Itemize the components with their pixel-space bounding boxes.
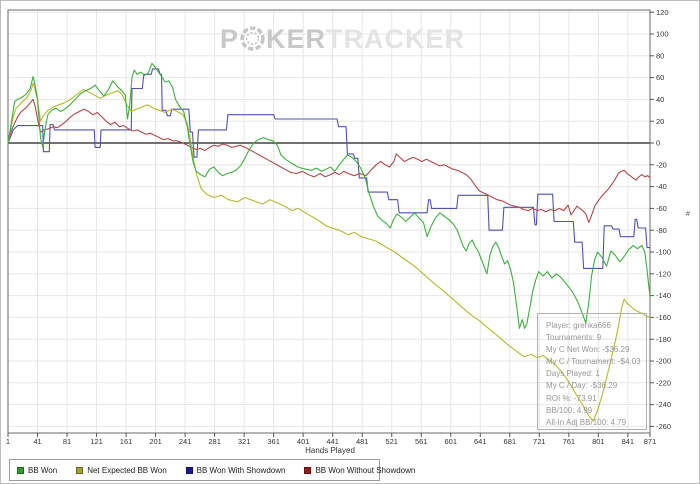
x-tick-label: 871 xyxy=(644,437,657,446)
y-tick-label: 60 xyxy=(656,73,664,82)
x-tick-label: 241 xyxy=(179,437,192,446)
y-tick-label: -140 xyxy=(656,291,671,300)
x-tick-label: 761 xyxy=(563,437,576,446)
legend-label: Net Expected BB Won xyxy=(87,465,167,475)
legend-item: BB Won Without Showdown xyxy=(304,466,415,475)
legend-swatch-icon xyxy=(185,466,193,474)
x-tick-label: 201 xyxy=(149,437,162,446)
plot-border xyxy=(7,9,651,434)
x-tick-label: 441 xyxy=(326,437,339,446)
y-tick-label: -40 xyxy=(656,182,667,191)
x-tick-label: 361 xyxy=(267,437,280,446)
y-tick-label: -120 xyxy=(656,269,671,278)
series-line-bb-won-without-showdown xyxy=(7,98,651,224)
legend-swatch-icon xyxy=(17,466,24,474)
y-tick-label: 20 xyxy=(656,117,664,126)
y-tick-label: 80 xyxy=(656,51,664,60)
series-line-bb-won xyxy=(7,62,651,329)
y-tick-label: -100 xyxy=(656,248,671,257)
series-line-bb-won-with-showdown xyxy=(7,68,651,269)
y-tick-label: -80 xyxy=(656,226,667,235)
y-tick-label: -180 xyxy=(656,335,671,344)
y-tick-label: 100 xyxy=(656,30,669,39)
y-axis-title: # xyxy=(686,211,690,218)
x-tick-label: 721 xyxy=(533,437,546,446)
x-tick-label: 161 xyxy=(120,437,133,446)
legend-item: BB Won With Showdown xyxy=(185,465,286,475)
x-tick-label: 81 xyxy=(63,437,71,446)
y-tick-label: -20 xyxy=(656,160,667,169)
x-tick-label: 521 xyxy=(385,437,398,446)
x-tick-label: 681 xyxy=(504,437,517,446)
stat-line: Player: grenka666 xyxy=(546,321,611,330)
legend-item: Net Expected BB Won xyxy=(76,465,167,475)
x-tick-label: 281 xyxy=(208,437,221,446)
legend: BB Won Net Expected BB Won BB Won With Sho… xyxy=(9,459,415,481)
stat-line: My C / Tournament: -$4.03 xyxy=(546,357,641,367)
stat-line: All-In Adj BB/100: 4.79 xyxy=(546,417,627,427)
y-tick-label: 40 xyxy=(656,95,664,104)
watermark-text-p: P xyxy=(220,24,240,54)
x-tick-label: 41 xyxy=(33,437,41,446)
legend-swatch-icon xyxy=(304,466,312,474)
poker-chip-icon xyxy=(240,26,265,51)
player-stats-tooltip: Player: grenka666 Tournaments: 9 My C Net … xyxy=(537,313,647,430)
stat-line: Days Played: 1 xyxy=(546,369,600,379)
x-axis-title: Hands Played xyxy=(305,446,355,455)
x-tick-label: 561 xyxy=(415,437,428,446)
watermark-text-tracker: TRACKER xyxy=(326,24,466,54)
x-tick-label: 641 xyxy=(474,437,487,446)
legend-label: BB Won xyxy=(28,465,58,475)
x-tick-label: 1 xyxy=(6,437,10,446)
stat-line: BB/100: 4.99 xyxy=(546,405,593,415)
legend-item: BB Won xyxy=(17,466,57,475)
stat-line: ROI %: -73.91 xyxy=(546,393,597,403)
stat-line: Tournaments: 9 xyxy=(546,333,602,343)
x-tick-label: 321 xyxy=(238,437,251,446)
stat-line: My C / Day: -$36.29 xyxy=(546,381,618,391)
y-tick-label: -240 xyxy=(656,400,671,409)
legend-swatch-icon xyxy=(76,466,84,474)
legend-label: BB Won With Showdown xyxy=(196,465,286,475)
y-tick-label: -220 xyxy=(656,378,671,387)
x-tick-label: 801 xyxy=(592,437,605,446)
y-tick-label: 120 xyxy=(656,8,669,17)
pokertracker-watermark: P KERTRACKER xyxy=(220,23,465,55)
x-tick-label: 121 xyxy=(90,437,103,446)
y-tick-label: -60 xyxy=(656,204,667,213)
watermark-text-ker: KER xyxy=(266,24,327,54)
y-tick-label: -260 xyxy=(656,422,671,431)
series-line-net-expected-bb-won xyxy=(7,82,651,422)
y-tick-label: -200 xyxy=(656,357,671,366)
x-tick-label: 401 xyxy=(297,437,310,446)
stat-line: My C Net Won: -$36.29 xyxy=(546,345,630,355)
x-tick-label: 481 xyxy=(356,437,369,446)
y-tick-label: 0 xyxy=(656,139,660,148)
x-tick-label: 841 xyxy=(622,437,635,446)
y-tick-label: -160 xyxy=(656,313,671,322)
x-tick-label: 601 xyxy=(445,437,458,446)
legend-label: BB Won Without Showdown xyxy=(315,465,416,475)
